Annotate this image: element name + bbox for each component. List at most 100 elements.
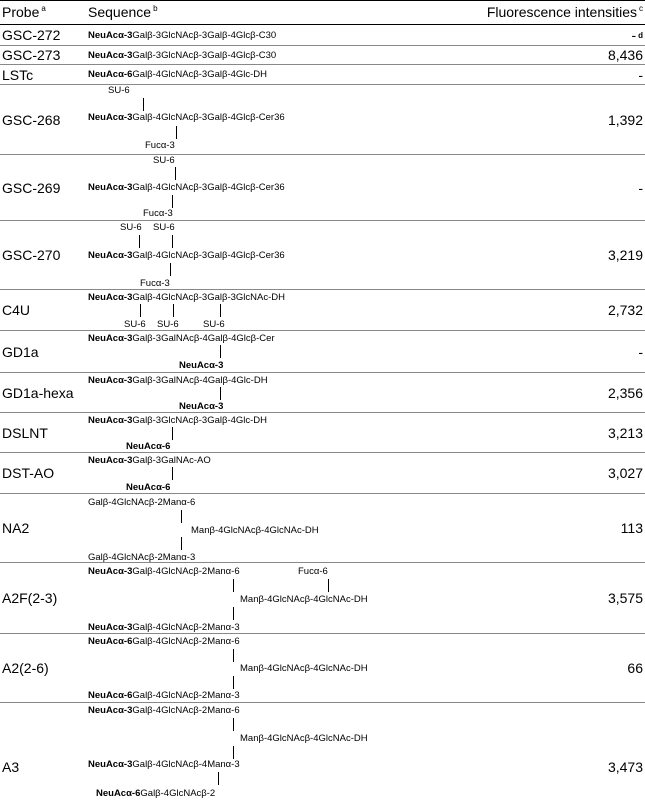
- intensity: 2,732: [607, 302, 643, 318]
- sequence: NeuAcα-3Galβ-4GlcNAcβ-2Manα-3: [88, 622, 240, 633]
- branch-bar: [173, 304, 174, 317]
- intensity-text: -: [631, 27, 637, 43]
- seq-text: Galβ-4GlcNAcβ-4Manα-3: [132, 759, 240, 770]
- seq-bold: NeuAcα-3: [88, 455, 133, 466]
- intensity: 113: [620, 520, 643, 536]
- probe: C4U: [2, 302, 31, 318]
- seq-text: Galβ-4GlcNAcβ-2Manα-3: [132, 622, 240, 633]
- probe: LSTc: [2, 66, 34, 83]
- branch-bar: [220, 387, 221, 400]
- branch-bar: [175, 167, 176, 180]
- seq-bold: NeuAcα-3: [88, 622, 133, 633]
- intensity: 8,436: [607, 47, 643, 63]
- branch-label: SU-6: [120, 222, 142, 233]
- seq-bold: NeuAcα-3: [88, 375, 133, 386]
- seq-text: Galβ-4GlcNAcβ-3Galβ-3GlcNAc-DH: [132, 292, 285, 303]
- seq-bold: NeuAcα-6: [88, 69, 133, 80]
- branch-bar: [172, 467, 173, 480]
- branch-label: NeuAcα-3: [179, 401, 224, 412]
- seq-text: Galβ-3GlcNAcβ-3Galβ-4Glc-DH: [132, 415, 268, 426]
- sequence: Galβ-4GlcNAcβ-2Manα-6: [88, 497, 196, 508]
- seq-bold: NeuAcα-3: [88, 333, 133, 344]
- table-row: GD1a NeuAcα-3Galβ-3GalNAcβ-4Galβ-4Glcβ-C…: [0, 331, 645, 373]
- intensity: 2,356: [607, 384, 643, 401]
- table-row: GD1a-hexa NeuAcα-3Galβ-3GalNAcβ-4Galβ-4G…: [0, 373, 645, 413]
- footnote-mark: d: [638, 30, 643, 40]
- branch-bar: [233, 649, 234, 662]
- table-row: GSC-269 SU-6 NeuAcα-3Galβ-4GlcNAcβ-3Galβ…: [0, 155, 645, 221]
- seq-bold: NeuAcα-3: [88, 182, 133, 193]
- sequence: Manβ-4GlcNAcβ-4GlcNAc-DH: [191, 525, 319, 536]
- footnote-mark: b: [153, 4, 158, 13]
- branch-label: SU-6: [157, 319, 179, 330]
- sequence: NeuAcα-3Galβ-4GlcNAcβ-3Galβ-4Glcβ-Cer36: [88, 182, 285, 193]
- probe: GD1a: [2, 343, 39, 360]
- seq-text: Galβ-4GlcNAcβ-3Galβ-4Glcβ-Cer36: [132, 250, 285, 261]
- sequence: NeuAcα-3Galβ-4GlcNAcβ-4Manα-3: [88, 759, 240, 770]
- branch-label: SU-6: [203, 319, 225, 330]
- seq-text: Galβ-3GlcNAcβ-3Galβ-4Glcβ-C30: [132, 50, 277, 61]
- branch-bar: [139, 235, 140, 248]
- probe: A3: [2, 759, 20, 775]
- branch-label: Fucα-3: [143, 208, 173, 219]
- branch-bar: [220, 304, 221, 317]
- intensity: -: [638, 179, 643, 196]
- table-row: A3 NeuAcα-3Galβ-4GlcNAcβ-2Manα-6 Manβ-4G…: [0, 703, 645, 800]
- seq-bold: NeuAcα-3: [88, 112, 133, 123]
- seq-bold: NeuAcα-3: [88, 415, 133, 426]
- seq-text: Galβ-4GlcNAcβ-2Manα-6: [132, 566, 240, 577]
- branch-label: NeuAcα-6: [126, 441, 171, 452]
- seq-bold: NeuAcα-6: [88, 636, 133, 647]
- sequence: NeuAcα-3Galβ-3GalNAcβ-4Galβ-4Glcβ-Cer: [88, 333, 275, 344]
- table-row: DSLNT NeuAcα-3Galβ-3GlcNAcβ-3Galβ-4Glc-D…: [0, 413, 645, 453]
- seq-bold: NeuAcα-6: [96, 788, 141, 799]
- sequence: Manβ-4GlcNAcβ-4GlcNAc-DH: [240, 594, 368, 605]
- probe: A2(2-6): [2, 660, 49, 676]
- branch-bar: [176, 126, 177, 139]
- probe: GSC-268: [2, 111, 61, 128]
- branch-label: SU-6: [153, 222, 175, 233]
- branch-bar: [233, 746, 234, 759]
- sequence: NeuAcα-3Galβ-3GalNAcβ-4Galβ-4Glc-DH: [88, 375, 268, 386]
- branch-label: SU-6: [124, 319, 146, 330]
- branch-bar: [233, 676, 234, 689]
- table-row: GSC-268 SU-6 NeuAcα-3Galβ-4GlcNAcβ-3Galβ…: [0, 85, 645, 155]
- intensity: 3,473: [607, 759, 643, 775]
- probe: GSC-270: [2, 247, 61, 263]
- sequence: NeuAcα-6Galβ-4GlcNAcβ-2Manα-6: [88, 636, 240, 647]
- sequence: NeuAcα-3Galβ-4GlcNAcβ-3Galβ-4Glcβ-Cer36: [88, 250, 285, 261]
- seq-text: Galβ-3GalNAcβ-4Galβ-4Glc-DH: [132, 375, 268, 386]
- seq-bold: NeuAcα-6: [88, 690, 133, 701]
- seq-bold: NeuAcα-3: [88, 250, 133, 261]
- branch-label: SU-6: [153, 155, 175, 166]
- header-row: Probe a Sequence b Fluorescence intensitie…: [0, 1, 645, 25]
- header-text: Sequence: [88, 4, 152, 20]
- table-row: LSTc NeuAcα-6Galβ-4GlcNAcβ-3Galβ-4Glc-DH…: [0, 65, 645, 85]
- branch-bar: [233, 607, 234, 620]
- sequence: NeuAcα-3Galβ-3GlcNAcβ-3Galβ-4Glcβ-C30: [88, 30, 276, 41]
- seq-text: Galβ-4GlcNAcβ-3Galβ-4Glcβ-Cer36: [132, 182, 285, 193]
- branch-bar: [181, 510, 182, 523]
- intensity: -d: [631, 25, 643, 45]
- sequence: NeuAcα-3Galβ-3GlcNAcβ-3Galβ-4Glcβ-C30: [88, 50, 276, 61]
- branch-bar: [233, 718, 234, 731]
- branch-bar: [170, 263, 171, 276]
- branch-bar: [172, 427, 173, 440]
- header-text: Probe: [2, 4, 40, 20]
- table-row: A2F(2-3) NeuAcα-3Galβ-4GlcNAcβ-2Manα-6 F…: [0, 563, 645, 634]
- intensity: 1,392: [607, 111, 643, 128]
- sequence: NeuAcα-3Galβ-4GlcNAcβ-3Galβ-4Glcβ-Cer36: [88, 112, 285, 123]
- intensity: 3,219: [607, 247, 643, 263]
- header-cell: Sequence b: [88, 4, 158, 20]
- seq-text: Galβ-4GlcNAcβ-3Galβ-4Glc-DH: [132, 69, 268, 80]
- branch-bar: [143, 98, 144, 111]
- table-row: DST-AO NeuAcα-3Galβ-3GalNAc-AO NeuAcα-6 …: [0, 453, 645, 494]
- branch-bar: [172, 235, 173, 248]
- seq-text: Galβ-4GlcNAcβ-2: [140, 788, 216, 799]
- intensity: 3,575: [607, 590, 643, 606]
- sequence: NeuAcα-6Galβ-4GlcNAcβ-2Manα-3: [88, 690, 240, 701]
- sequence: NeuAcα-3Galβ-4GlcNAcβ-2Manα-6: [88, 705, 240, 716]
- intensity: 66: [627, 660, 643, 676]
- branch-label: NeuAcα-3: [179, 360, 224, 371]
- seq-text: Galβ-4GlcNAcβ-2Manα-6: [132, 636, 240, 647]
